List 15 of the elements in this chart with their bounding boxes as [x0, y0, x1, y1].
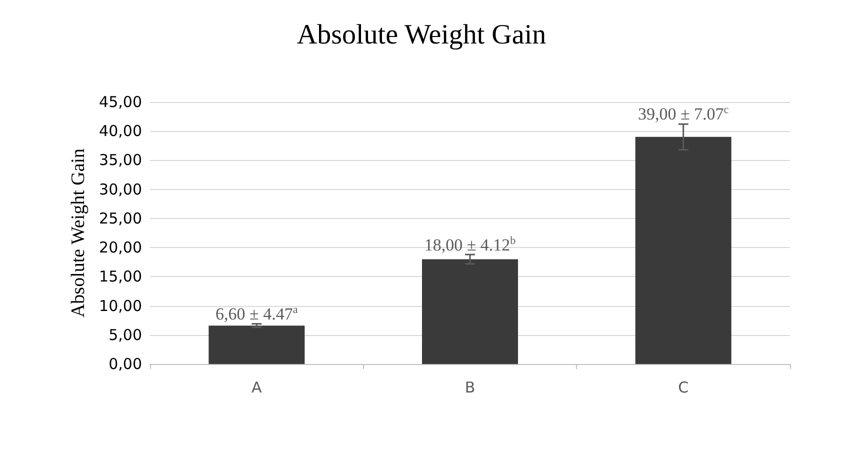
- y-tick-label: 30,00: [99, 180, 142, 198]
- y-tick-label: 15,00: [99, 268, 142, 286]
- y-tick-label: 45,00: [99, 93, 142, 111]
- x-tick-label: C: [678, 378, 689, 396]
- x-tick-label: B: [464, 378, 476, 396]
- y-tick-label: 5,00: [108, 326, 142, 344]
- y-tick-label: 40,00: [99, 122, 142, 140]
- y-tick-label: 10,00: [99, 296, 142, 315]
- y-axis-title: Absolute Weight Gain: [68, 148, 89, 318]
- y-tick-label: 35,00: [99, 151, 142, 170]
- x-tick-label: A: [252, 378, 263, 396]
- chart-title: Absolute Weight Gain: [296, 20, 546, 50]
- y-tick-label: 25,00: [99, 209, 142, 228]
- y-tick-label: 0,00: [108, 355, 142, 373]
- y-tick-label: 20,00: [99, 238, 142, 257]
